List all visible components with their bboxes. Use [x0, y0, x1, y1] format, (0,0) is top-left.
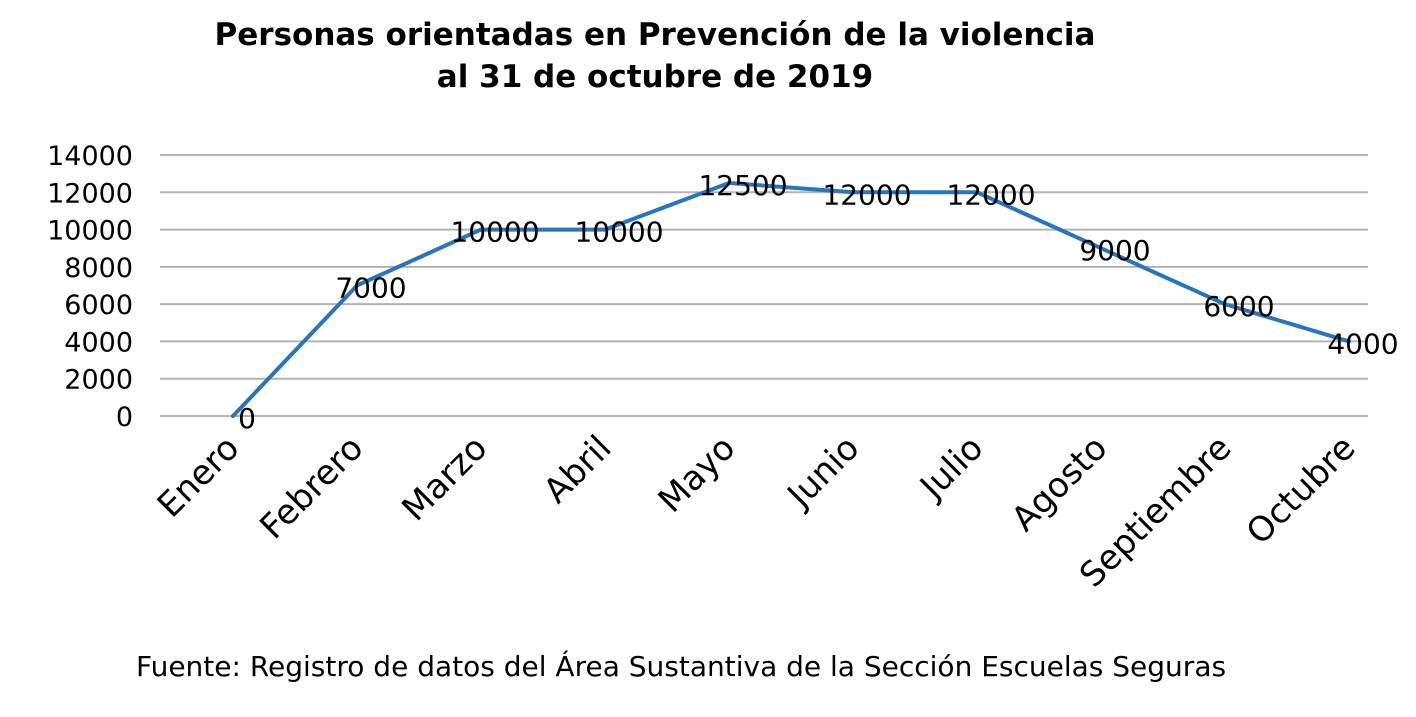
data-label: 12000 — [822, 178, 911, 211]
y-tick-label: 12000 — [47, 178, 133, 209]
data-label: 9000 — [1079, 234, 1150, 267]
data-label: 4000 — [1327, 327, 1398, 360]
x-axis-ticks: Enero Febrero Marzo Abril Mayo Junio Julio Agos… — [150, 428, 1364, 595]
x-tick-label: Enero — [150, 428, 248, 526]
data-label: 6000 — [1203, 290, 1274, 323]
data-label: 10000 — [574, 216, 663, 249]
data-point — [851, 190, 855, 195]
x-tick-label: Junio — [779, 428, 868, 517]
y-tick-label: 10000 — [47, 216, 133, 247]
data-point — [231, 414, 235, 418]
data-point — [975, 190, 979, 195]
x-tick-label: Julio — [911, 428, 991, 508]
y-axis-ticks: 0 2000 4000 6000 8000 10000 12000 14000 — [47, 141, 133, 433]
data-label: 12500 — [698, 169, 787, 202]
x-tick-label: Abril — [536, 428, 619, 511]
data-point — [1223, 302, 1227, 307]
x-tick-label: Febrero — [252, 428, 371, 547]
data-point — [727, 180, 731, 185]
data-label: 0 — [238, 402, 256, 435]
y-tick-label: 14000 — [47, 141, 133, 172]
data-point — [355, 283, 359, 288]
grid-lines — [160, 154, 1368, 417]
data-point — [1099, 246, 1103, 251]
x-tick-label: Octubre — [1239, 428, 1364, 553]
y-tick-label: 0 — [116, 402, 133, 433]
series-line — [231, 180, 1351, 418]
data-point — [479, 227, 483, 232]
y-tick-label: 2000 — [64, 365, 133, 396]
y-tick-label: 4000 — [64, 327, 133, 358]
data-point — [603, 227, 607, 232]
data-point — [1347, 339, 1351, 344]
x-tick-label: Mayo — [651, 428, 744, 521]
y-tick-label: 6000 — [64, 290, 133, 321]
data-label: 10000 — [450, 216, 539, 249]
data-label: 7000 — [335, 272, 406, 305]
chart-title: Personas orientadas en Prevención de la … — [130, 14, 1180, 98]
data-labels: 0 7000 10000 10000 12500 12000 12000 9000 6000 40… — [238, 169, 1399, 435]
source-note: Fuente: Registro de datos del Área Susta… — [136, 650, 1227, 683]
y-tick-label: 8000 — [64, 253, 133, 284]
chart-title-line-2: al 31 de octubre de 2019 — [436, 59, 874, 95]
chart-title-line-1: Personas orientadas en Prevención de la … — [214, 17, 1096, 53]
data-label: 12000 — [946, 178, 1035, 211]
series-line-path — [231, 180, 1351, 418]
x-tick-label: Marzo — [394, 428, 495, 529]
x-tick-label: Agosto — [1004, 428, 1115, 539]
